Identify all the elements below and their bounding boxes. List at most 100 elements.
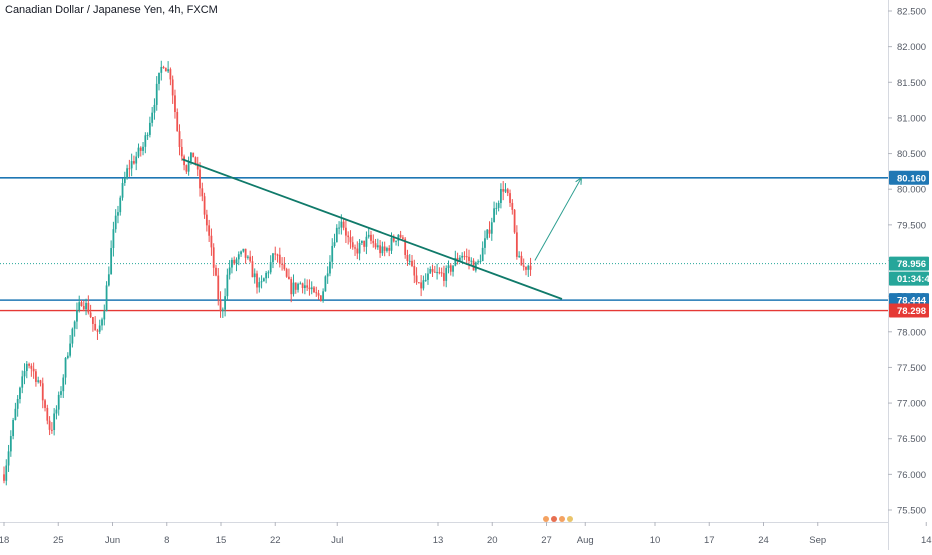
- candle-body: [315, 292, 318, 294]
- candle-body: [53, 413, 56, 430]
- candle-body: [324, 276, 327, 292]
- date-tick-label: 17: [704, 535, 715, 546]
- candle-body: [158, 72, 160, 84]
- candle-body: [529, 265, 532, 270]
- candle-body: [283, 264, 286, 270]
- candle-body: [30, 365, 33, 369]
- candle-body: [470, 260, 473, 262]
- candle-body: [69, 343, 72, 356]
- arrow-head: [575, 176, 582, 185]
- candle-body: [331, 245, 334, 262]
- horizontal-levels[interactable]: [0, 177, 888, 312]
- candle-body: [408, 260, 411, 262]
- candle-body: [210, 235, 213, 248]
- candle-body: [205, 214, 208, 226]
- candle-body: [139, 147, 142, 151]
- candle-body: [246, 256, 249, 258]
- candle-body: [367, 234, 370, 237]
- date-tick-label: 25: [53, 535, 64, 546]
- descending-trendline[interactable]: [181, 158, 563, 300]
- candle-body: [297, 283, 299, 290]
- candle-body: [484, 238, 486, 248]
- candle-body: [196, 163, 199, 170]
- candle-body: [486, 229, 489, 239]
- candle-body: [151, 112, 154, 123]
- candle-body: [427, 273, 429, 280]
- candle-body: [112, 229, 115, 249]
- candle-body: [119, 197, 122, 213]
- candle-body: [176, 112, 179, 132]
- candle-body: [160, 66, 163, 73]
- candle-body: [253, 273, 256, 278]
- date-tick-label: 20: [487, 535, 498, 546]
- candle-body: [522, 265, 525, 267]
- candle-body: [301, 283, 304, 289]
- candle-body: [515, 232, 518, 257]
- candle-body: [479, 261, 482, 263]
- candle-body: [25, 363, 28, 372]
- candle-body: [490, 222, 493, 234]
- date-tick-label: 22: [270, 535, 281, 546]
- logo-dot: [543, 516, 549, 522]
- candle-body: [360, 240, 363, 244]
- candle-body: [101, 319, 103, 326]
- price-tick-label: 77.000: [897, 399, 926, 410]
- candle-body: [445, 268, 448, 281]
- date-tick-label: Sep: [809, 535, 826, 546]
- candle-body: [274, 253, 277, 255]
- date-tick-label: 13: [433, 535, 444, 546]
- candle-body: [105, 285, 108, 312]
- projection-arrow[interactable]: [534, 177, 582, 261]
- date-tick-label: 18: [0, 535, 9, 546]
- logo-watermark: [541, 510, 581, 528]
- candle-body: [500, 188, 502, 203]
- candle-body: [265, 272, 268, 279]
- date-tick-label: 14: [921, 535, 932, 546]
- candle-body: [224, 296, 227, 310]
- candle-body: [226, 274, 229, 297]
- candle-body: [458, 257, 461, 261]
- candle-body: [376, 245, 379, 248]
- date-tick-label: Jun: [105, 535, 120, 546]
- candle-body: [44, 400, 46, 408]
- candle-body: [333, 242, 336, 246]
- price-tick-label: 80.500: [897, 149, 926, 160]
- candle-body: [342, 221, 345, 228]
- candle-body: [251, 261, 254, 278]
- candle-body: [433, 271, 436, 273]
- candle-body: [167, 69, 170, 72]
- candle-body: [363, 240, 366, 247]
- current-price-label-box: [889, 256, 929, 271]
- resistance-price-label: 80.160: [897, 173, 926, 184]
- candle-body: [390, 237, 393, 251]
- candle-body: [518, 255, 521, 257]
- candle-body: [447, 265, 450, 269]
- candle-body: [477, 261, 480, 263]
- drawings[interactable]: [181, 158, 582, 300]
- candle-body: [221, 309, 224, 312]
- candle-body: [267, 272, 270, 274]
- candle-body: [454, 257, 457, 266]
- candle-body: [326, 273, 329, 277]
- candle-body: [292, 282, 295, 295]
- symbol-title[interactable]: Canadian Dollar / Japanese Yen, 4h, FXCM: [5, 4, 218, 16]
- candle-body: [194, 157, 197, 164]
- candle-body: [386, 248, 388, 251]
- candle-body: [7, 451, 10, 466]
- candle-body: [374, 243, 377, 248]
- red-level-price-label-box: [889, 303, 929, 318]
- candle-body: [345, 227, 347, 236]
- candle-body: [424, 279, 427, 281]
- date-tick-label: 8: [164, 535, 169, 546]
- candle-body: [285, 269, 288, 277]
- candle-body: [71, 328, 74, 344]
- bar-countdown-label-box: [889, 271, 929, 286]
- candle-body: [23, 371, 26, 377]
- date-tick-label: Aug: [577, 535, 594, 546]
- candle-body: [401, 237, 404, 239]
- price-tick-label: 82.000: [897, 42, 926, 53]
- candle-body: [178, 131, 181, 147]
- candle-body: [269, 262, 272, 273]
